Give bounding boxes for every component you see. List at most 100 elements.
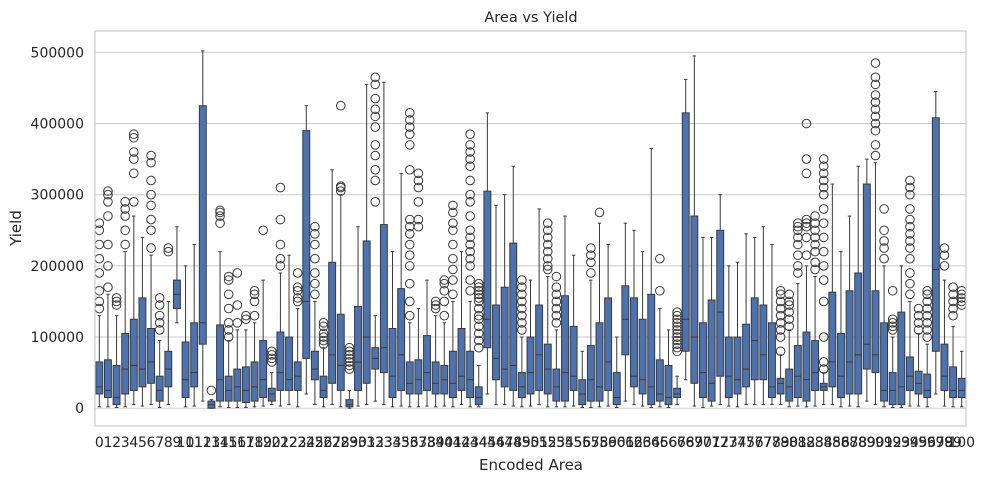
x-tick-label: 68 bbox=[677, 435, 695, 451]
outlier-point bbox=[465, 261, 475, 271]
box-23 bbox=[292, 268, 303, 408]
box-30 bbox=[354, 226, 362, 407]
iqr-box bbox=[586, 345, 595, 402]
outlier-point bbox=[905, 268, 915, 278]
outlier-point bbox=[905, 182, 915, 193]
outlier-point bbox=[905, 236, 915, 246]
outlier-point bbox=[129, 197, 139, 207]
x-tick-label: 18 bbox=[246, 435, 264, 451]
box-42 bbox=[457, 251, 466, 406]
chart-title: Area vs Yield bbox=[484, 10, 577, 26]
outlier-point bbox=[413, 214, 424, 225]
outlier-point bbox=[775, 332, 786, 342]
box-74 bbox=[733, 261, 742, 408]
box-69 bbox=[690, 55, 699, 407]
outlier-point bbox=[344, 353, 355, 364]
outlier-point bbox=[465, 197, 475, 207]
outlier-point bbox=[922, 325, 932, 335]
x-tick-label: 34 bbox=[384, 435, 402, 451]
iqr-box bbox=[492, 304, 500, 381]
x-tick-label: 63 bbox=[634, 435, 652, 451]
box-66 bbox=[664, 329, 673, 408]
outlier-point bbox=[232, 318, 243, 328]
box-13 bbox=[206, 385, 217, 409]
x-tick-label: 77 bbox=[754, 435, 772, 451]
iqr-box bbox=[905, 356, 914, 391]
plot-frame bbox=[94, 30, 967, 427]
outlier-point bbox=[473, 282, 484, 293]
outlier-point bbox=[818, 232, 829, 243]
outlier-point bbox=[439, 310, 450, 321]
outlier-point bbox=[404, 278, 415, 289]
outlier-point bbox=[413, 182, 424, 193]
box-18 bbox=[249, 285, 260, 408]
outlier-point bbox=[473, 285, 484, 296]
outlier-point bbox=[310, 268, 320, 278]
y-tick-label: 0 bbox=[75, 401, 84, 417]
box-4 bbox=[129, 129, 139, 406]
outlier-point bbox=[784, 321, 795, 332]
x-tick-label: 97 bbox=[927, 435, 945, 451]
box-47 bbox=[500, 194, 509, 406]
box-40 bbox=[439, 275, 450, 407]
x-tick-label: 99 bbox=[944, 435, 962, 451]
x-tick-label: 85 bbox=[823, 435, 841, 451]
outlier-point bbox=[344, 342, 355, 353]
iqr-box bbox=[397, 288, 406, 391]
iqr-box bbox=[500, 286, 509, 388]
iqr-box bbox=[155, 375, 164, 402]
x-tick-label: 89 bbox=[858, 435, 876, 451]
outlier-point bbox=[672, 335, 682, 346]
outlier-point bbox=[818, 296, 829, 307]
iqr-box bbox=[880, 322, 889, 402]
iqr-box bbox=[552, 368, 561, 402]
outlier-point bbox=[586, 243, 596, 253]
iqr-box bbox=[431, 361, 440, 395]
outlier-point bbox=[551, 296, 562, 307]
iqr-box bbox=[103, 359, 112, 399]
outlier-point bbox=[318, 318, 329, 328]
outlier-point bbox=[275, 182, 286, 193]
outlier-point bbox=[784, 300, 795, 310]
iqr-box bbox=[121, 332, 130, 395]
outlier-point bbox=[249, 285, 260, 296]
outlier-point bbox=[310, 253, 320, 264]
outlier-point bbox=[215, 205, 225, 216]
outlier-point bbox=[465, 246, 475, 257]
outlier-point bbox=[465, 285, 475, 296]
x-tick-label: 9 bbox=[172, 435, 181, 451]
iqr-box bbox=[647, 293, 656, 406]
iqr-box bbox=[673, 387, 682, 399]
box-86 bbox=[837, 251, 845, 408]
outlier-point bbox=[404, 115, 415, 125]
box-94 bbox=[905, 175, 915, 407]
outlier-point bbox=[922, 318, 932, 328]
outlier-point bbox=[473, 303, 484, 314]
outlier-point bbox=[517, 282, 527, 293]
iqr-box bbox=[923, 373, 932, 399]
outlier-point bbox=[206, 385, 217, 396]
box-37 bbox=[413, 168, 424, 408]
x-tick-label: 92 bbox=[884, 435, 902, 451]
box-62 bbox=[630, 229, 638, 406]
outlier-point bbox=[129, 168, 139, 179]
iqr-box bbox=[259, 340, 268, 399]
iqr-box bbox=[949, 366, 958, 399]
x-tick-label: 96 bbox=[918, 435, 936, 451]
outlier-point bbox=[905, 204, 915, 214]
iqr-box bbox=[845, 290, 854, 395]
outlier-point bbox=[370, 122, 381, 132]
box-16 bbox=[232, 268, 243, 408]
outlier-point bbox=[292, 282, 303, 293]
outlier-point bbox=[887, 318, 898, 328]
x-tick-label: 91 bbox=[875, 435, 893, 451]
outlier-point bbox=[793, 261, 803, 271]
box-67 bbox=[672, 307, 682, 406]
x-tick-label: 32 bbox=[366, 435, 384, 451]
outlier-point bbox=[129, 129, 139, 139]
outlier-point bbox=[801, 232, 812, 243]
x-tick-label: 10 bbox=[177, 435, 195, 451]
box-17 bbox=[241, 310, 251, 408]
outlier-point bbox=[517, 318, 527, 328]
box-92 bbox=[887, 285, 898, 408]
